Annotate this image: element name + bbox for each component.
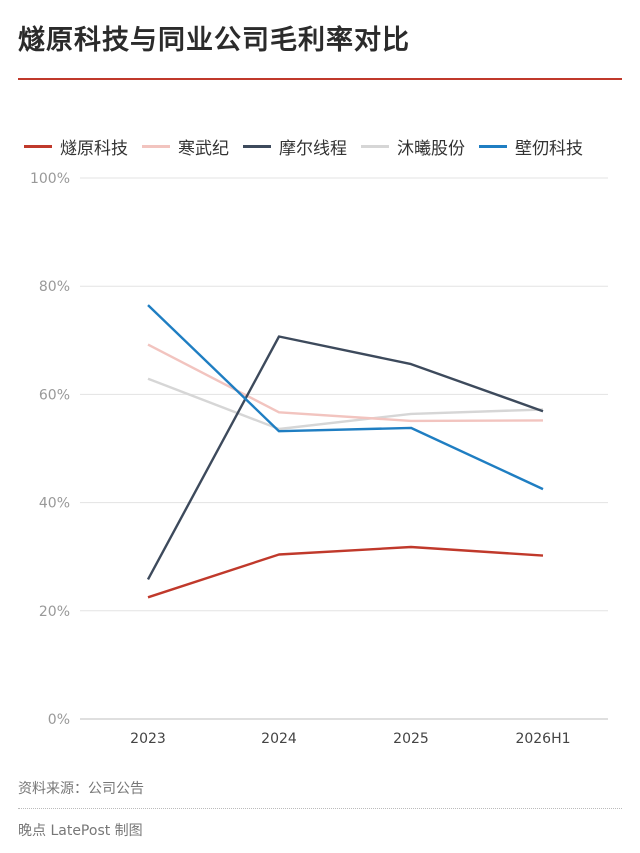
y-tick-label: 0%	[48, 712, 70, 728]
chart-title: 燧原科技与同业公司毛利率对比	[18, 25, 410, 56]
x-tick-label: 2025	[393, 731, 429, 747]
legend-label: 摩尔线程	[279, 139, 347, 159]
credit-note: 晚点 LatePost 制图	[18, 823, 143, 839]
y-tick-label: 60%	[39, 387, 70, 403]
legend-swatch	[479, 145, 507, 148]
legend-swatch	[24, 145, 52, 148]
legend-swatch	[243, 145, 271, 148]
legend-swatch	[142, 145, 170, 148]
legend-item: 沐曦股份	[361, 134, 465, 159]
legend-label: 壁仞科技	[515, 139, 583, 159]
legend-label: 燧原科技	[60, 139, 128, 159]
x-tick-label: 2023	[130, 731, 166, 747]
source-note: 资料来源：公司公告	[18, 781, 144, 797]
y-tick-label: 100%	[30, 171, 70, 187]
footer-divider	[18, 808, 622, 809]
legend-item: 燧原科技	[24, 134, 128, 159]
legend-item: 寒武纪	[142, 134, 229, 159]
series-line	[147, 304, 544, 491]
legend-item: 摩尔线程	[243, 134, 347, 159]
series-line	[147, 545, 544, 599]
y-tick-label: 20%	[39, 604, 70, 620]
title-divider	[18, 78, 622, 80]
series-line	[146, 335, 544, 580]
legend-label: 寒武纪	[178, 139, 229, 159]
series-line	[147, 377, 544, 431]
legend-swatch	[361, 145, 389, 148]
x-tick-label: 2026H1	[515, 731, 570, 747]
legend-label: 沐曦股份	[397, 139, 465, 159]
series-line	[147, 343, 544, 423]
y-tick-label: 40%	[39, 496, 70, 512]
line-chart: 0% 20% 40% 60% 80% 100% 2023 2024 2025 2026H1	[30, 171, 608, 747]
chart-legend: 燧原科技 寒武纪 摩尔线程 沐曦股份 壁仞科技	[24, 134, 583, 159]
x-tick-label: 2024	[261, 731, 297, 747]
y-tick-label: 80%	[39, 279, 70, 295]
legend-item: 壁仞科技	[479, 134, 583, 159]
